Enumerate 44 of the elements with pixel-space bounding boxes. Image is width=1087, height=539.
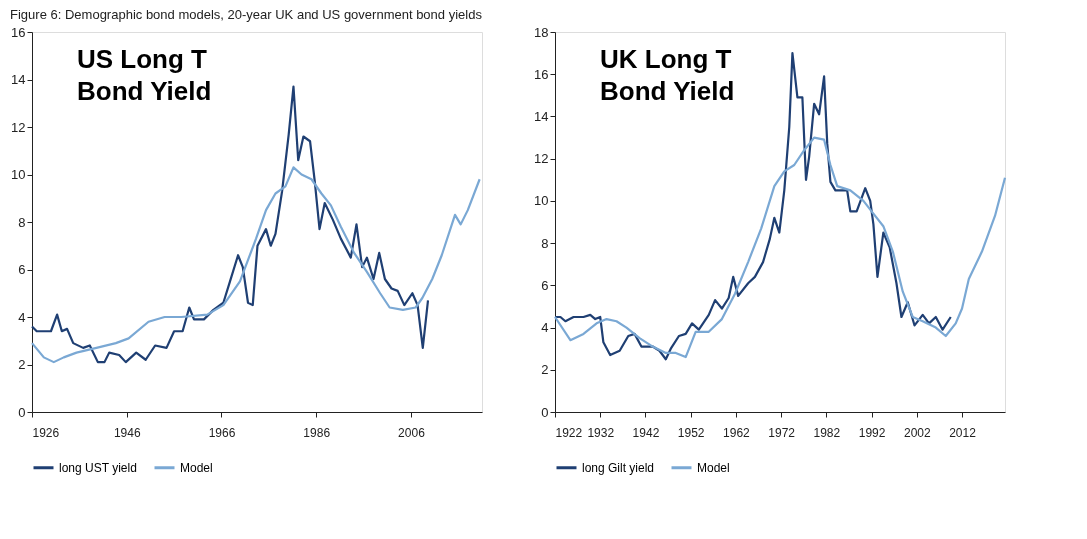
legend-label: Model [180, 460, 213, 475]
x-tick-label: 1992 [858, 425, 886, 440]
legend-label: long Gilt yield [582, 460, 655, 475]
x-tick-label: 2006 [398, 425, 426, 440]
y-tick-label: 4 [18, 309, 26, 325]
y-tick-label: 2 [541, 362, 549, 378]
y-tick-label: 6 [18, 262, 26, 277]
line-series [553, 136, 1007, 359]
x-tick-label: 1982 [813, 425, 841, 440]
y-tick-label: 2 [18, 357, 26, 372]
y-tick-label: 14 [11, 72, 26, 87]
x-tick-label: 1986 [303, 425, 331, 440]
y-tick-label: 16 [11, 24, 26, 40]
x-tick-label: 2012 [949, 425, 977, 440]
y-tick-label: 8 [18, 214, 26, 230]
y-tick-label: 10 [11, 167, 26, 182]
line-series [30, 166, 481, 364]
x-tick-label: 1952 [677, 425, 705, 440]
y-tick-label: 8 [541, 235, 549, 251]
x-tick-label: 1932 [587, 425, 615, 440]
y-tick-label: 16 [534, 66, 549, 82]
legend-label: Model [697, 460, 730, 475]
chart-title: Figure 6: Demographic bond models, 20-year UK and US government bond yields [10, 6, 483, 22]
y-tick-label: 0 [18, 404, 26, 420]
y-tick-label: 18 [534, 24, 549, 40]
y-tick-label: 0 [541, 404, 549, 420]
x-tick-label: 1942 [632, 425, 660, 440]
x-tick-label: 1966 [208, 425, 236, 440]
y-tick-label: 14 [534, 108, 549, 124]
x-tick-label: 1926 [32, 425, 60, 440]
y-tick-label: 6 [541, 277, 549, 293]
annotation: US Long T Bond Yield [77, 44, 212, 106]
y-tick-label: 12 [534, 151, 549, 167]
annotation: UK Long T Bond Yield [600, 44, 735, 106]
x-tick-label: 1962 [723, 425, 751, 440]
legend-label: long UST yield [59, 460, 137, 475]
x-tick-label: 1946 [113, 425, 141, 440]
x-tick-label: 1972 [768, 425, 796, 440]
y-tick-label: 10 [534, 193, 549, 209]
x-tick-label: 2002 [903, 425, 931, 440]
y-tick-label: 4 [541, 320, 549, 336]
line-series [553, 52, 952, 361]
y-tick-label: 12 [11, 119, 26, 135]
x-tick-label: 1922 [555, 425, 583, 440]
